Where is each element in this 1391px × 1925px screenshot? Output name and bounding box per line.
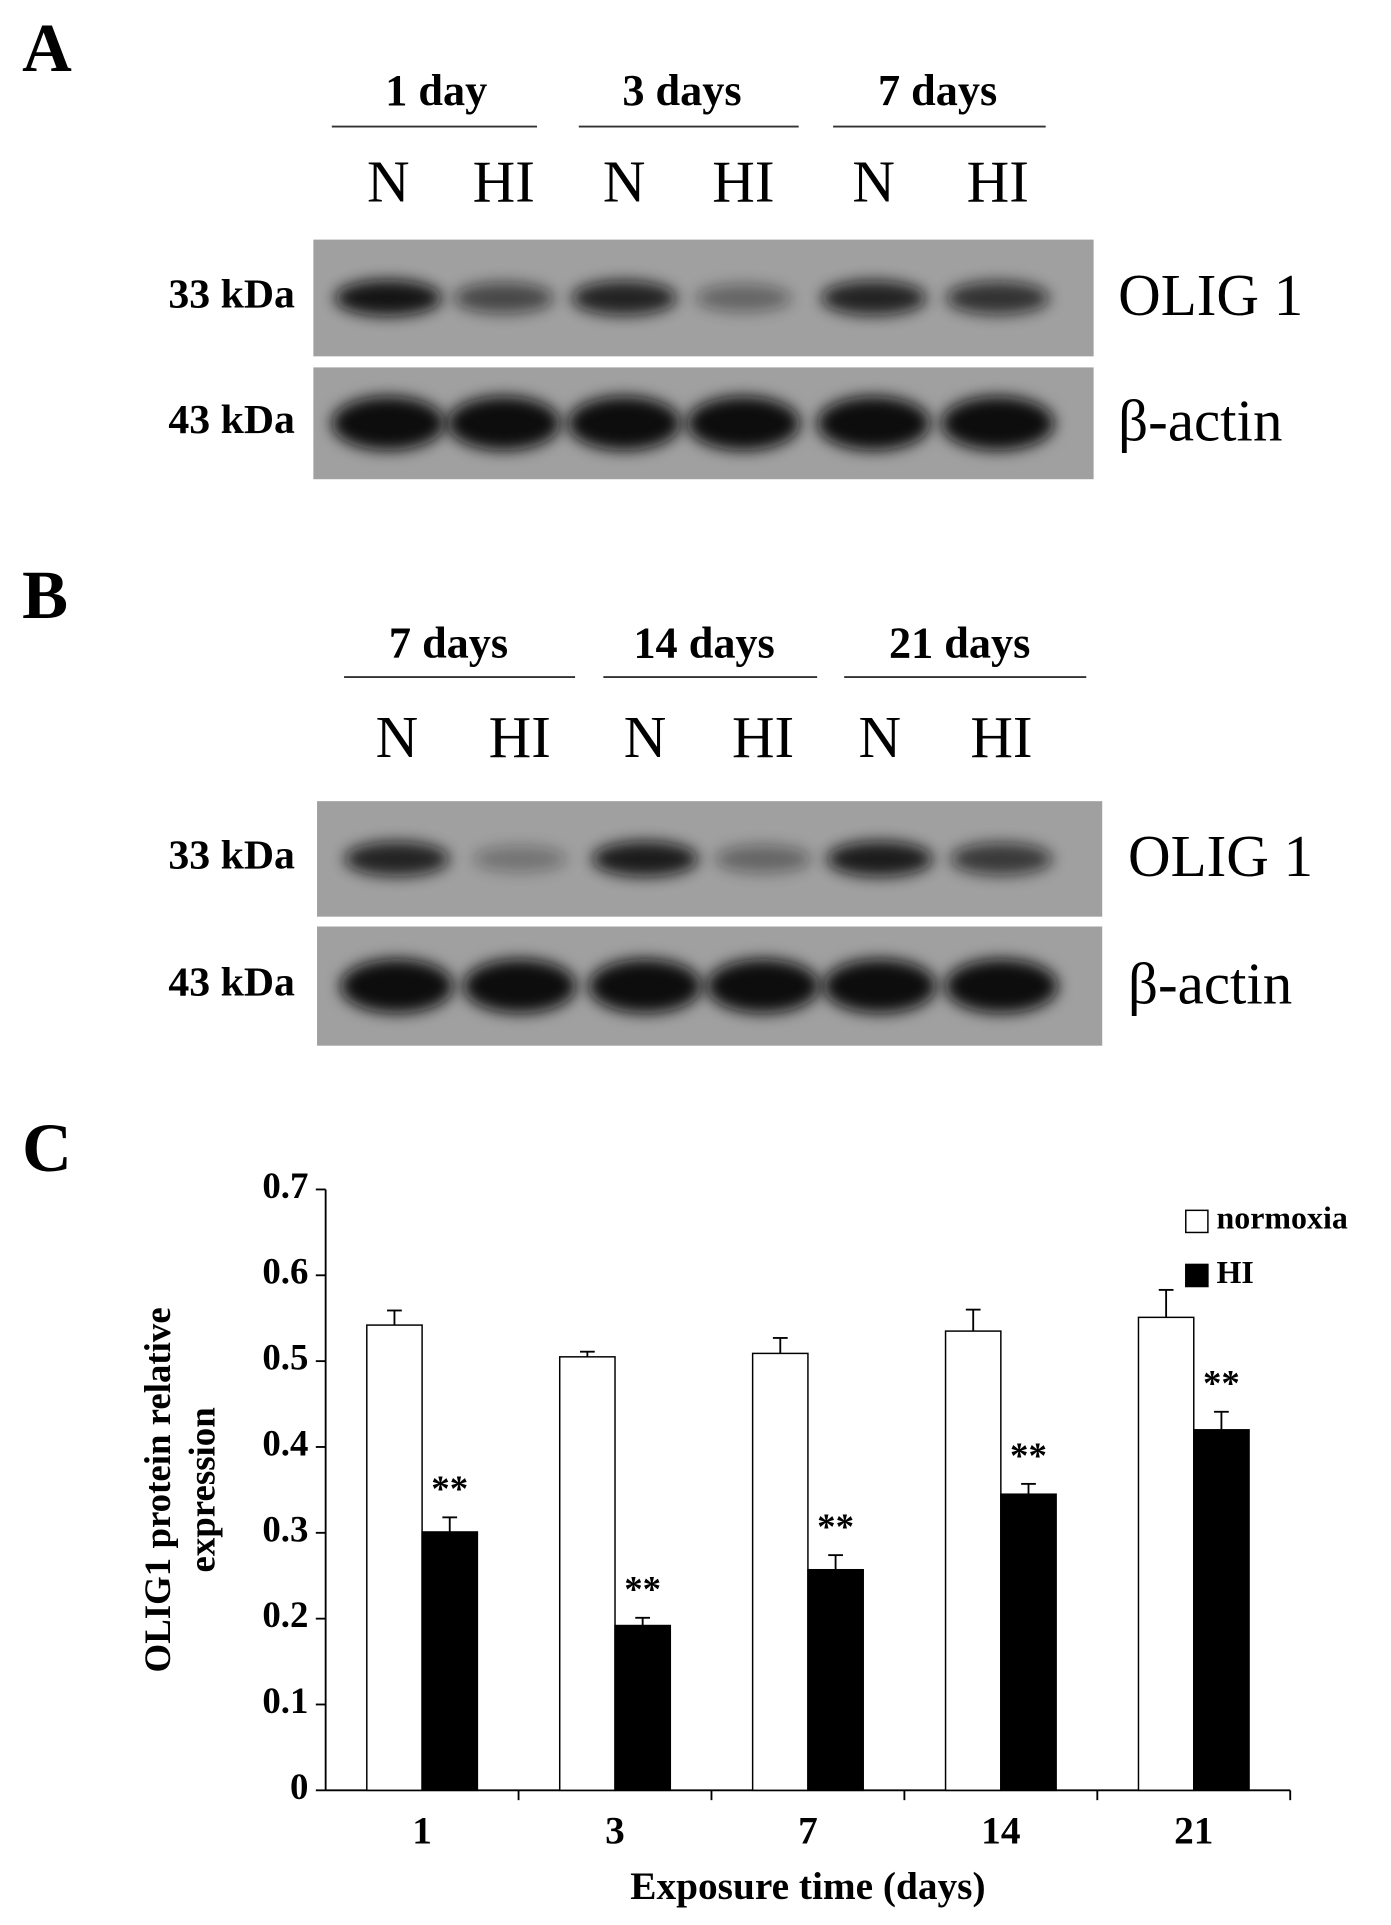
y-axis-title-line: OLIG1 protein relative xyxy=(138,1307,179,1672)
lane-label: N xyxy=(852,149,895,215)
lane-label: HI xyxy=(712,149,774,215)
legend-swatch xyxy=(1185,1209,1209,1234)
lane-label: N xyxy=(603,149,646,215)
group-label: 1 day xyxy=(385,66,487,115)
band xyxy=(946,281,1050,315)
band xyxy=(695,283,792,312)
x-tick-label: 7 xyxy=(798,1809,818,1853)
bar xyxy=(1000,1493,1057,1792)
significance: ** xyxy=(431,1468,468,1509)
y-tick-label: 0.1 xyxy=(262,1680,308,1721)
lane-label: HI xyxy=(732,704,794,770)
lane-label: HI xyxy=(970,704,1032,770)
band xyxy=(817,396,931,451)
x-tick-label: 14 xyxy=(981,1809,1020,1853)
protein-label: β-actin xyxy=(1128,950,1292,1016)
y-axis-title-line: expression xyxy=(182,1407,223,1572)
bar xyxy=(558,1356,616,1792)
bar xyxy=(366,1324,423,1792)
band xyxy=(950,842,1053,876)
band xyxy=(344,841,450,877)
group-label: 14 days xyxy=(633,619,774,668)
band xyxy=(472,845,567,873)
bar xyxy=(751,1352,809,1792)
band xyxy=(714,844,812,873)
y-axis-title: OLIG1 protein relative expression xyxy=(138,1307,223,1672)
legend-swatch xyxy=(1185,1263,1209,1288)
legend-label: HI xyxy=(1217,1255,1254,1290)
group-label: 21 days xyxy=(889,619,1030,668)
x-tick-label: 3 xyxy=(605,1809,625,1853)
band xyxy=(334,279,442,317)
lane-label: N xyxy=(376,704,419,770)
x-tick-label: 21 xyxy=(1174,1809,1213,1853)
bar xyxy=(421,1531,479,1792)
bar xyxy=(1193,1429,1250,1792)
protein-label: β-actin xyxy=(1118,388,1282,454)
group-label: 7 days xyxy=(389,619,508,668)
lane-label: N xyxy=(859,704,902,770)
y-tick-label: 0.4 xyxy=(262,1422,308,1463)
y-tick-label: 0.2 xyxy=(262,1594,308,1635)
mw-label: 43 kDa xyxy=(168,960,295,1006)
mw-label: 33 kDa xyxy=(168,272,295,318)
band xyxy=(706,959,820,1014)
band xyxy=(331,396,445,451)
bar xyxy=(1137,1316,1195,1792)
mw-label: 33 kDa xyxy=(168,832,295,878)
group-label: 3 days xyxy=(622,66,741,115)
mw-label: 43 kDa xyxy=(168,397,295,443)
band xyxy=(826,841,933,877)
panel-label: B xyxy=(22,557,68,633)
lane-label: HI xyxy=(473,149,535,215)
band xyxy=(453,282,554,314)
x-tick-label: 1 xyxy=(412,1809,432,1853)
band xyxy=(447,396,561,451)
protein-label: OLIG 1 xyxy=(1128,823,1313,889)
significance: ** xyxy=(624,1569,661,1610)
panel-label: A xyxy=(22,10,72,86)
band xyxy=(941,396,1055,451)
band xyxy=(567,396,681,451)
y-tick-label: 0.5 xyxy=(262,1337,308,1378)
band xyxy=(592,841,699,877)
group-label: 7 days xyxy=(878,66,997,115)
bar xyxy=(614,1624,672,1792)
bar xyxy=(944,1330,1002,1792)
bar xyxy=(807,1568,864,1792)
lane-label: N xyxy=(624,704,667,770)
y-tick-label: 0.7 xyxy=(262,1165,308,1206)
band xyxy=(944,959,1058,1014)
band xyxy=(571,280,677,316)
band xyxy=(686,396,800,451)
y-tick-label: 0 xyxy=(290,1766,308,1807)
panel-label: C xyxy=(22,1110,72,1186)
lane-label: HI xyxy=(489,704,551,770)
significance: ** xyxy=(817,1506,854,1547)
significance: ** xyxy=(1203,1363,1240,1404)
x-axis-title: Exposure time (days) xyxy=(630,1864,985,1908)
band xyxy=(588,959,702,1014)
band xyxy=(463,959,577,1014)
band xyxy=(821,280,927,316)
protein-label: OLIG 1 xyxy=(1118,262,1303,328)
band xyxy=(340,959,454,1014)
y-tick-label: 0.3 xyxy=(262,1508,308,1549)
significance: ** xyxy=(1010,1435,1047,1476)
y-tick-label: 0.6 xyxy=(262,1251,308,1292)
lane-label: HI xyxy=(967,149,1029,215)
band xyxy=(823,959,937,1014)
legend-label: normoxia xyxy=(1217,1201,1348,1236)
lane-label: N xyxy=(367,149,410,215)
